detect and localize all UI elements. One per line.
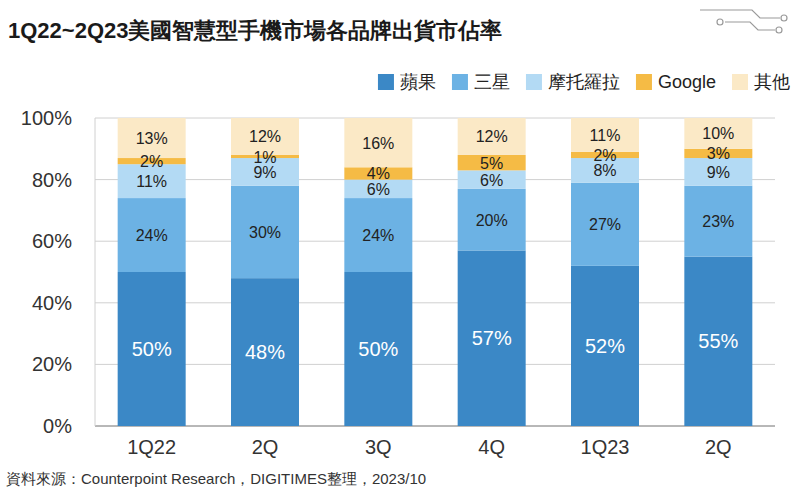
data-label: 9%: [707, 164, 730, 181]
data-label: 52%: [585, 335, 625, 357]
legend-label: 蘋果: [400, 72, 436, 92]
data-label: 2%: [593, 147, 616, 164]
background: [0, 0, 800, 492]
y-tick-label: 80%: [32, 169, 72, 191]
bar-segment: [684, 257, 752, 426]
y-tick-label: 20%: [32, 353, 72, 375]
x-tick-label: 1Q23: [581, 436, 630, 458]
decoration-dot: [776, 27, 782, 33]
y-tick-label: 40%: [32, 292, 72, 314]
decoration: [700, 10, 787, 33]
decoration-dot: [781, 15, 787, 21]
data-label: 13%: [136, 130, 168, 147]
data-label: 3%: [707, 145, 730, 162]
bar-segment: [458, 189, 526, 251]
chart: 1Q22~2Q23美國智慧型手機市場各品牌出貨市佔率 0% 20% 40% 60% 80%…: [0, 0, 800, 492]
data-label: 30%: [249, 224, 281, 241]
legend-swatch: [732, 74, 748, 90]
data-label: 8%: [593, 162, 616, 179]
bar-segment: [118, 272, 186, 426]
data-label: 16%: [362, 135, 394, 152]
grid-line: [95, 364, 775, 365]
data-label: 4%: [367, 165, 390, 182]
legend-label: Google: [658, 72, 716, 92]
grid-line: [95, 302, 775, 303]
grid: [95, 118, 775, 426]
x-tick-label: 2Q: [252, 436, 279, 458]
grid-line: [95, 179, 775, 180]
data-label: 9%: [253, 164, 276, 181]
legend-swatch: [526, 74, 542, 90]
legend-item: Google: [636, 72, 716, 92]
data-label: 57%: [472, 327, 512, 349]
grid-line: [95, 241, 775, 242]
x-tick-label: 3Q: [365, 436, 392, 458]
bar-segment: [458, 118, 526, 155]
bar-segment: [344, 272, 412, 426]
bar-segment: [684, 118, 752, 149]
x-axis: [95, 426, 775, 427]
data-label: 55%: [698, 330, 738, 352]
data-label: 11%: [136, 173, 167, 190]
data-label: 24%: [136, 227, 168, 244]
x-tick-label: 1Q22: [127, 436, 176, 458]
data-label: 5%: [480, 155, 503, 172]
decoration-line: [725, 22, 775, 30]
bar-segment: [458, 250, 526, 426]
bar-segment: [231, 186, 299, 278]
data-label: 23%: [702, 213, 734, 230]
bar-segment: [571, 266, 639, 426]
data-labels: 50%24%11%2%13%48%30%9%1%12%50%24%6%4%16%…: [132, 125, 739, 363]
x-tick-label: 4Q: [478, 436, 505, 458]
legend-item: 三星: [452, 72, 510, 92]
legend-label: 摩托羅拉: [548, 72, 620, 92]
data-label: 11%: [590, 127, 621, 144]
data-label: 2%: [140, 153, 163, 170]
data-label: 20%: [476, 212, 508, 229]
bar-segment: [118, 118, 186, 158]
x-tick-label: 2Q: [705, 436, 732, 458]
data-label: 50%: [132, 338, 172, 360]
legend-item: 其他: [732, 72, 790, 92]
source-note: 資料來源：Counterpoint Research，DIGITIMES整理，2…: [6, 470, 426, 487]
data-label: 6%: [480, 172, 503, 189]
decoration-dot: [717, 19, 723, 25]
bar-segment: [344, 118, 412, 167]
bar-segment: [118, 198, 186, 272]
data-label: 1%: [253, 149, 276, 166]
data-label: 27%: [589, 216, 621, 233]
data-label: 12%: [249, 128, 281, 145]
y-tick-label: 0%: [43, 415, 72, 437]
data-label: 10%: [702, 125, 734, 142]
bar-segment: [458, 170, 526, 188]
bar-segment: [344, 198, 412, 272]
data-label: 24%: [362, 227, 394, 244]
decoration-line: [700, 10, 780, 18]
data-label: 6%: [367, 181, 390, 198]
legend-swatch: [452, 74, 468, 90]
data-label: 48%: [245, 341, 285, 363]
data-label: 50%: [358, 338, 398, 360]
bar-segment: [571, 183, 639, 266]
legend: 蘋果 三星 摩托羅拉 Google 其他: [378, 72, 790, 92]
bars: [118, 118, 753, 426]
bar-segment: [684, 186, 752, 257]
legend-label: 其他: [754, 72, 790, 92]
legend-item: 蘋果: [378, 72, 436, 92]
legend-swatch: [378, 74, 394, 90]
y-tick-label: 100%: [21, 107, 72, 129]
bar-segment: [231, 278, 299, 426]
data-label: 12%: [476, 128, 508, 145]
grid-line: [95, 426, 775, 427]
legend-label: 三星: [474, 72, 510, 92]
legend-item: 摩托羅拉: [526, 72, 620, 92]
grid-line: [95, 118, 775, 119]
y-axis: [95, 118, 96, 426]
legend-swatch: [636, 74, 652, 90]
title: 1Q22~2Q23美國智慧型手機市場各品牌出貨市佔率: [8, 18, 502, 43]
y-tick-label: 60%: [32, 230, 72, 252]
